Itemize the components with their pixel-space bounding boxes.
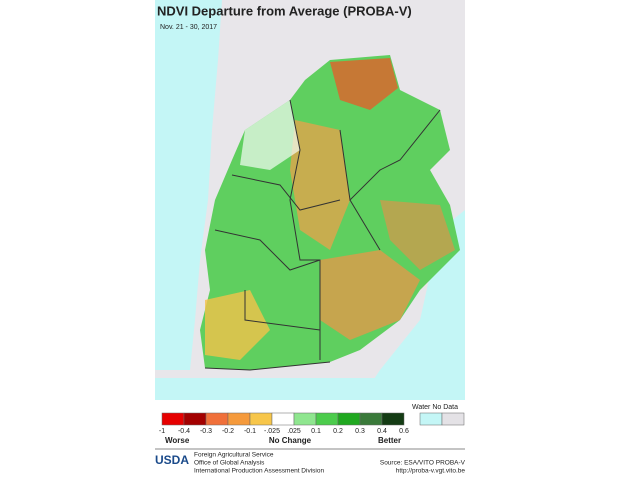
legend-tick-label: 0.2 bbox=[333, 428, 343, 435]
agency: Foreign Agricultural Service bbox=[194, 452, 274, 459]
legend-tick-label: -0.2 bbox=[222, 428, 234, 435]
agency: International Production Assessment Divi… bbox=[194, 468, 324, 475]
legend-swatch bbox=[205, 412, 229, 426]
source: Source: ESA/VITO PROBA-V bbox=[380, 460, 466, 467]
legend-tick-label: 0.6 bbox=[399, 428, 409, 435]
anomaly-patch bbox=[380, 200, 455, 270]
legend-swatch bbox=[337, 412, 361, 426]
logo: USDA bbox=[155, 453, 189, 467]
anomaly-patch bbox=[205, 290, 270, 360]
url: http://proba-v.vgt.vito.be bbox=[396, 468, 466, 475]
legend-tick-label: -0.1 bbox=[244, 428, 256, 435]
legend-tick-label: -0.4 bbox=[178, 428, 190, 435]
legend-tick-label: 0.3 bbox=[355, 428, 365, 435]
legend-swatch bbox=[183, 412, 207, 426]
sparse-area bbox=[240, 100, 300, 170]
legend-swatch bbox=[381, 412, 405, 426]
legend-swatch bbox=[161, 412, 185, 426]
legend-swatch bbox=[359, 412, 383, 426]
agency: Office of Global Analysis bbox=[194, 460, 265, 467]
legend-tick-label: 0.1 bbox=[311, 428, 321, 435]
anomaly-patch bbox=[330, 58, 398, 110]
legend-swatch bbox=[271, 412, 295, 426]
legend-swatch bbox=[249, 412, 273, 426]
worse-label: Worse bbox=[165, 436, 190, 445]
legend-swatch bbox=[293, 412, 317, 426]
water-no-data-label: Water No Data bbox=[412, 404, 458, 411]
title: NDVI Departure from Average (PROBA-V) bbox=[157, 3, 412, 18]
legend-tick-label: -1 bbox=[159, 428, 165, 435]
legend-tick-label: 0.4 bbox=[377, 428, 387, 435]
legend: -1 -0.4 -0.3 -0.2 -0.1 -.025 .025 0.1 0.2 0.3 0.4 0… bbox=[159, 412, 465, 435]
better-label: Better bbox=[378, 436, 401, 445]
anomaly-patch bbox=[290, 120, 350, 250]
map bbox=[155, 0, 465, 400]
borders bbox=[204, 99, 441, 371]
pacific-ocean bbox=[155, 0, 222, 370]
southern-ocean bbox=[155, 378, 465, 400]
legend-tick-label: -.025 bbox=[264, 428, 280, 435]
no-data-swatch bbox=[441, 412, 465, 426]
legend-swatch bbox=[315, 412, 339, 426]
water-swatch bbox=[419, 412, 443, 426]
anomaly-patch bbox=[320, 250, 420, 340]
legend-tick-label: -0.3 bbox=[200, 428, 212, 435]
date: Nov. 21 - 30, 2017 bbox=[160, 24, 217, 31]
legend-tick-label: .025 bbox=[287, 428, 301, 435]
no-change-label: No Change bbox=[269, 436, 312, 445]
legend-swatch bbox=[227, 412, 251, 426]
